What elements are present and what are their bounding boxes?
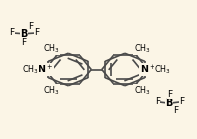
Text: CH$_3$: CH$_3$	[134, 43, 150, 55]
Text: CH$_3$: CH$_3$	[43, 84, 59, 96]
Text: B: B	[20, 29, 28, 39]
Text: F: F	[179, 97, 184, 106]
Text: CH$_3$: CH$_3$	[154, 63, 171, 76]
Text: B: B	[166, 98, 173, 108]
Text: F: F	[167, 90, 172, 99]
Text: CH$_3$: CH$_3$	[22, 63, 39, 76]
Text: F: F	[173, 106, 178, 115]
Text: N$^+$: N$^+$	[37, 63, 53, 76]
Text: F: F	[9, 28, 15, 38]
Text: CH$_3$: CH$_3$	[43, 43, 59, 55]
Text: F: F	[155, 97, 160, 106]
Text: CH$_3$: CH$_3$	[134, 84, 150, 96]
Text: N$^+$: N$^+$	[140, 63, 156, 76]
Text: F: F	[22, 38, 27, 47]
Text: F: F	[34, 28, 39, 38]
Text: F: F	[29, 22, 34, 31]
